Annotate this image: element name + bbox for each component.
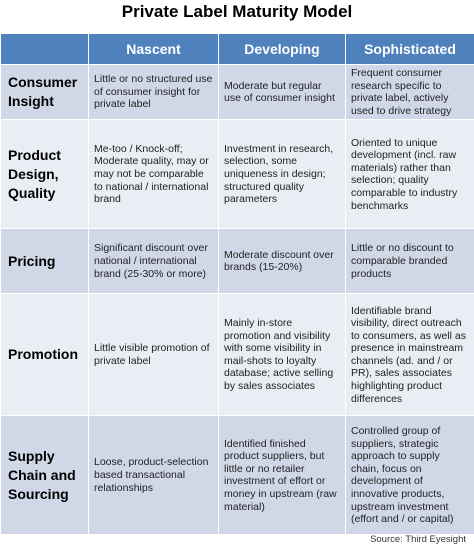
cell: Investment in research, selection, some … bbox=[218, 119, 346, 230]
cell: Little visible promotion of private labe… bbox=[88, 293, 219, 417]
cell: Loose, product-selection based transacti… bbox=[88, 415, 219, 536]
row-label: Consumer Insight bbox=[0, 63, 89, 121]
cell: Moderate but regular use of consumer ins… bbox=[218, 63, 346, 121]
source: Source: Third Eyesight bbox=[370, 534, 466, 545]
cell: Significant discount over national / int… bbox=[88, 228, 219, 295]
table-row: Consumer Insight Little or no structured … bbox=[0, 63, 474, 121]
table-row: Product Design, Quality Me-too / Knock-of… bbox=[0, 119, 474, 230]
column-header: Sophisticated bbox=[345, 33, 474, 65]
cell: Controlled group of suppliers, strategic… bbox=[345, 415, 474, 536]
table-row: Supply Chain and Sourcing Loose, product-… bbox=[0, 415, 474, 536]
column-header: Developing bbox=[218, 33, 346, 65]
table-body: Consumer Insight Little or no structured … bbox=[0, 63, 474, 536]
cell: Oriented to unique development (incl. ra… bbox=[345, 119, 474, 230]
cell: Frequent consumer research specific to p… bbox=[345, 63, 474, 121]
table-row: Pricing Significant discount over nationa… bbox=[0, 228, 474, 295]
row-label: Product Design, Quality bbox=[0, 119, 89, 230]
column-header bbox=[0, 33, 89, 65]
cell: Little or no structured use of consumer … bbox=[88, 63, 219, 121]
cell: Identifiable brand visibility, direct ou… bbox=[345, 293, 474, 417]
column-header: Nascent bbox=[88, 33, 219, 65]
cell: Little or no discount to comparable bran… bbox=[345, 228, 474, 295]
cell: Me-too / Knock-off; Moderate quality, ma… bbox=[88, 119, 219, 230]
cell: Moderate discount over brands (15-20%) bbox=[218, 228, 346, 295]
header-row: Nascent Developing Sophisticated bbox=[0, 33, 474, 65]
cell: Identified finished product suppliers, b… bbox=[218, 415, 346, 536]
row-label: Pricing bbox=[0, 228, 89, 295]
row-label: Supply Chain and Sourcing bbox=[0, 415, 89, 536]
cell: Mainly in-store promotion and visibility… bbox=[218, 293, 346, 417]
title: Private Label Maturity Model bbox=[121, 2, 353, 21]
maturity-table: Nascent Developing Sophisticated Consumer … bbox=[0, 33, 474, 536]
row-label: Promotion bbox=[0, 293, 89, 417]
table-row: Promotion Little visible promotion of pri… bbox=[0, 293, 474, 417]
